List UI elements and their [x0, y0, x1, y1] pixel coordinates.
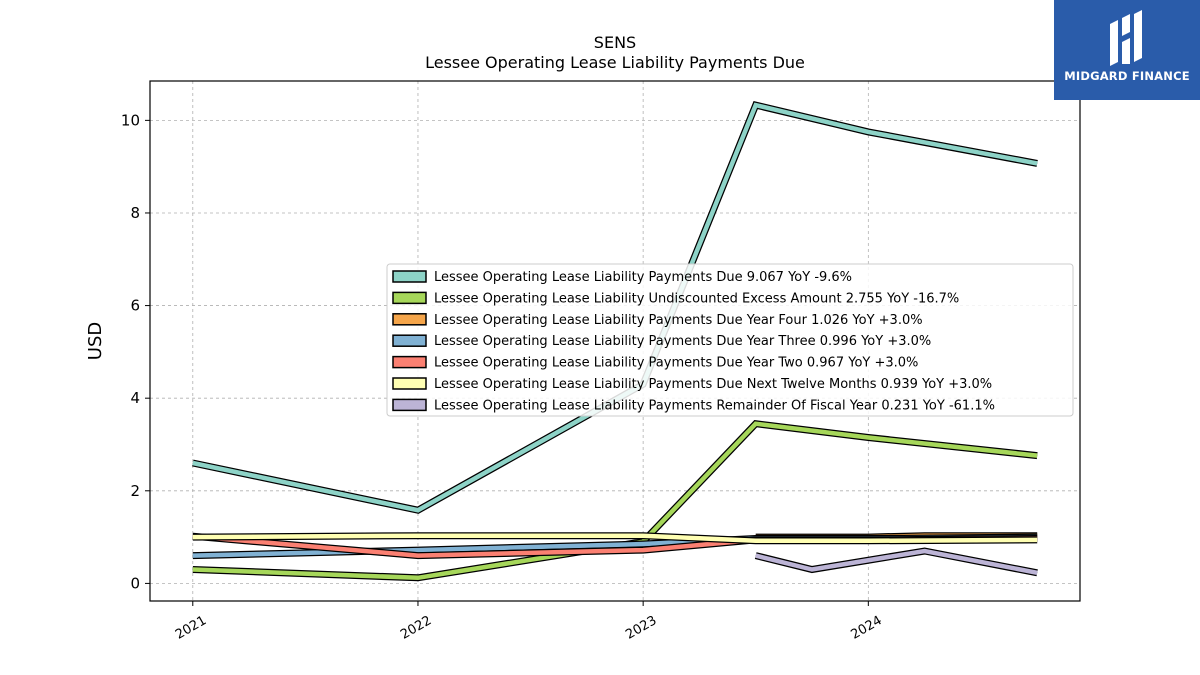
chart-subtitle: Lessee Operating Lease Liability Payment… — [425, 53, 805, 72]
legend-label: Lessee Operating Lease Liability Payment… — [434, 313, 923, 328]
y-axis-label: USD — [85, 322, 106, 360]
legend-label: Lessee Operating Lease Liability Payment… — [434, 398, 995, 413]
legend-swatch — [392, 355, 427, 369]
series-line-stroke — [192, 421, 1038, 581]
legend-box — [386, 263, 1074, 417]
legend-item: Lessee Operating Lease Liability Payment… — [392, 313, 923, 328]
x-tick-label: 2021 — [173, 613, 209, 643]
y-tick-label: 4 — [130, 389, 140, 407]
legend-swatch — [392, 313, 427, 326]
series-line-stroke — [192, 102, 1038, 513]
legend: Lessee Operating Lease Liability Payment… — [386, 263, 1074, 417]
legend-item: Lessee Operating Lease Liability Payment… — [392, 334, 931, 349]
legend-label: Lessee Operating Lease Liability Payment… — [434, 270, 852, 285]
legend-item: Lessee Operating Lease Liability Payment… — [392, 377, 992, 392]
legend-swatch — [392, 270, 427, 283]
y-tick-label: 6 — [130, 297, 140, 315]
legend-item: Lessee Operating Lease Liability Undisco… — [392, 291, 959, 306]
legend-swatch — [392, 377, 427, 390]
legend-label: Lessee Operating Lease Liability Payment… — [434, 377, 992, 392]
legend-label: Lessee Operating Lease Liability Payment… — [434, 356, 918, 371]
y-tick-label: 10 — [121, 111, 140, 129]
series-line-1 — [192, 100, 1038, 514]
legend-label: Lessee Operating Lease Liability Undisco… — [434, 291, 959, 306]
chart-title: SENS — [594, 33, 636, 52]
legend-swatch — [392, 334, 427, 347]
legend-swatch — [392, 291, 427, 305]
brand-name: MIDGARD FINANCE — [1064, 69, 1190, 83]
y-tick-label: 0 — [130, 574, 140, 592]
brand-logo: MIDGARD FINANCE — [1054, 0, 1200, 100]
legend-item: Lessee Operating Lease Liability Payment… — [392, 270, 852, 285]
y-tick-label: 8 — [130, 204, 140, 222]
midgard-logo-icon — [1110, 10, 1142, 66]
series-line-2 — [192, 420, 1038, 582]
plot-frame — [149, 80, 1081, 602]
x-tick-label: 2023 — [623, 613, 659, 643]
series-lines — [192, 100, 1038, 582]
legend-label: Lessee Operating Lease Liability Payment… — [434, 334, 931, 349]
x-tick-label: 2024 — [848, 613, 884, 643]
series-line-stroke — [192, 533, 1038, 544]
series-line-6 — [192, 532, 1038, 545]
legend-item: Lessee Operating Lease Liability Payment… — [392, 398, 995, 413]
series-line-7 — [754, 547, 1038, 577]
x-tick-label: 2022 — [398, 613, 434, 643]
y-tick-label: 2 — [130, 482, 140, 500]
legend-swatch — [392, 398, 427, 412]
series-line-stroke — [755, 548, 1038, 576]
legend-item: Lessee Operating Lease Liability Payment… — [392, 355, 918, 371]
